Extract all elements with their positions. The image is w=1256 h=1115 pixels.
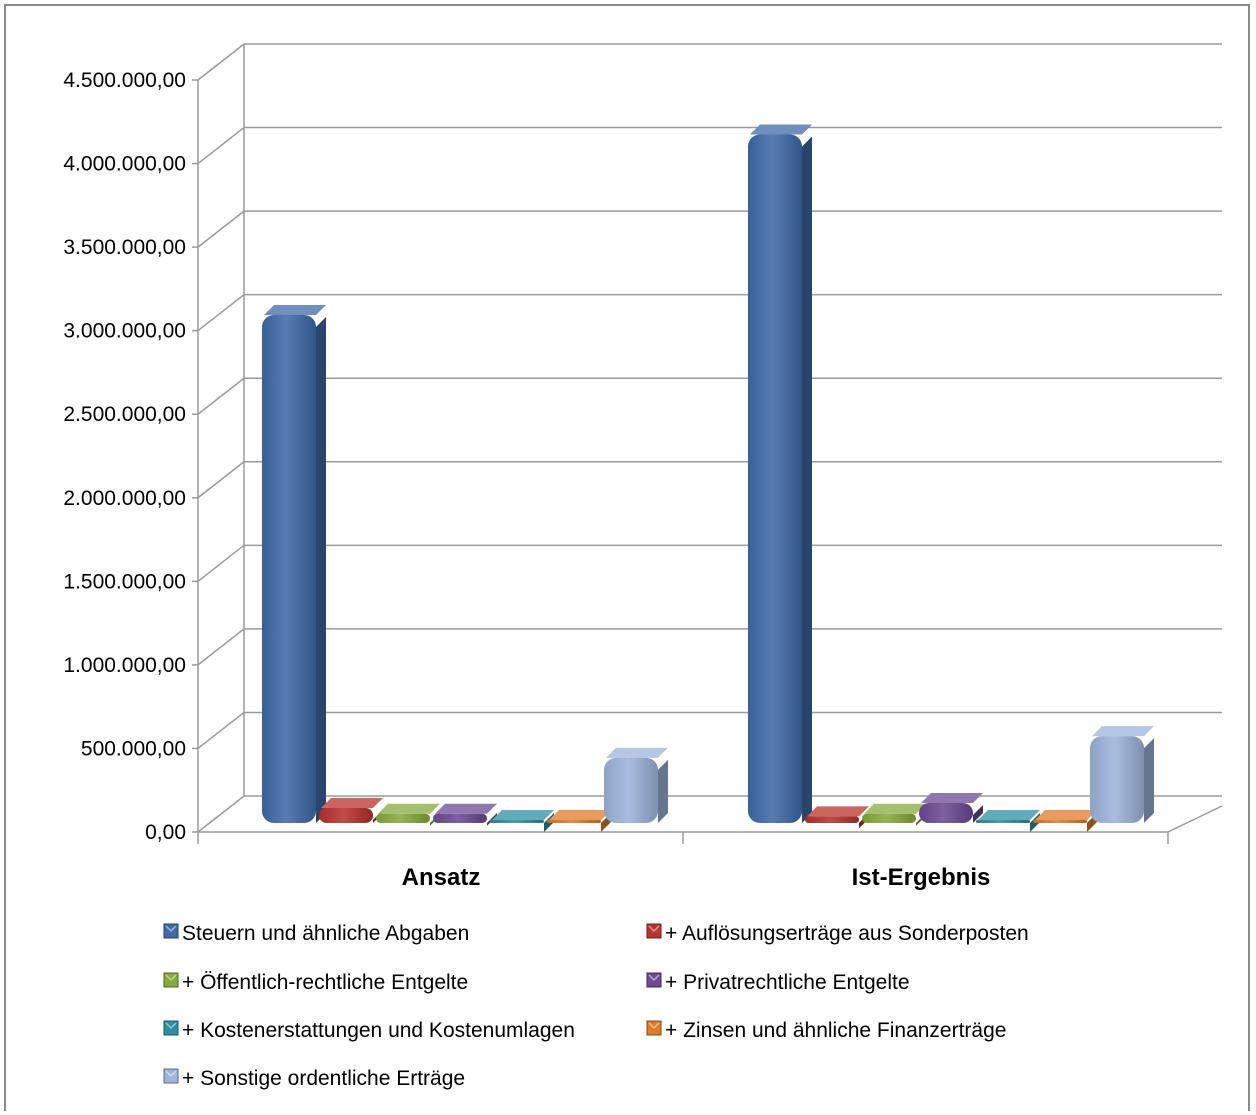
bar-front: [1033, 820, 1087, 823]
y-tick-label: 2.500.000,00: [63, 403, 186, 426]
legend-swatch-shine: [165, 974, 177, 982]
y-tick-label: 4.500.000,00: [63, 69, 186, 92]
y-tick-label: 3.000.000,00: [63, 320, 186, 343]
gridline-diag: [197, 461, 245, 499]
bar-side: [1144, 738, 1154, 823]
bar-ist-ergebnis-ffentlich-rechtliche-entgelte: [862, 803, 926, 826]
bar-front: [976, 820, 1030, 823]
bar-top: [378, 803, 440, 814]
gridline-diag: [197, 795, 245, 833]
legend-item-ffentlich-rechtliche-entgelte: + Öffentlich-rechtliche Entgelte: [163, 971, 468, 994]
bar-front: [1090, 736, 1144, 823]
bar-ansatz-privatrechtliche-entgelte: [433, 803, 497, 826]
legend-label: + Auflösungserträge aus Sonderposten: [665, 922, 1029, 945]
bar-side: [973, 804, 983, 823]
gridline-diag: [197, 711, 245, 750]
bar-ansatz-kostenerstattungen-und-kostenumlagen: [490, 810, 554, 832]
legend-swatch-shine: [648, 974, 660, 982]
bar-front: [319, 807, 373, 823]
y-tick-label: 2.000.000,00: [63, 487, 186, 510]
bar-ist-ergebnis-aufl-sungsertr-ge-aus-sonderposten: [805, 806, 869, 829]
y-tick-label: 1.500.000,00: [63, 570, 186, 593]
bar-ist-ergebnis-privatrechtliche-entgelte: [919, 792, 983, 823]
gridlines: [192, 43, 1223, 844]
legend-item-aufl-sungsertr-ge-aus-sonderposten: + Auflösungserträge aus Sonderposten: [646, 922, 1029, 945]
bar-ist-ergebnis-kostenerstattungen-und-kostenumlagen: [976, 810, 1040, 832]
y-tick-label: 4.000.000,00: [63, 153, 186, 176]
gridline-diag: [197, 126, 245, 165]
bar-front: [805, 816, 859, 823]
bar-ansatz-ffentlich-rechtliche-entgelte: [376, 803, 440, 826]
bar-front: [919, 802, 973, 823]
gridline-diag: [197, 377, 245, 415]
y-tick-label: 1.000.000,00: [63, 654, 186, 677]
bar-front: [748, 134, 802, 824]
bar-side: [802, 136, 812, 824]
bar-side: [316, 316, 326, 823]
y-tick-label: 0,00: [145, 821, 186, 844]
bar-top: [321, 797, 383, 808]
bar-ist-ergebnis-steuern-und-hnliche-abgaben: [748, 124, 812, 824]
y-tick-label: 3.500.000,00: [63, 236, 186, 259]
gridline-diag: [197, 294, 245, 332]
legend-label: Steuern und ähnliche Abgaben: [182, 922, 469, 945]
bar-side: [658, 759, 668, 823]
bar-top: [807, 806, 869, 817]
bar-ansatz-zinsen-und-hnliche-finanzertr-ge: [547, 810, 611, 832]
bar-front: [262, 314, 316, 823]
bar-ansatz-steuern-und-hnliche-abgaben: [262, 304, 326, 823]
bar-front: [376, 813, 430, 823]
bar-front: [490, 820, 544, 823]
legend-label: + Kostenerstattungen und Kostenumlagen: [182, 1019, 575, 1042]
bar-top: [264, 304, 326, 315]
bar-top: [606, 747, 668, 758]
gridline-diag: [197, 210, 245, 248]
gridline-diag: [197, 628, 245, 666]
legend-swatch-shine: [648, 925, 660, 933]
bar-ist-ergebnis-sonstige-ordentliche-ertr-ge: [1090, 726, 1154, 823]
x-axis-categories: Ansatz Ist-Ergebnis: [402, 864, 991, 891]
legend-label: + Sonstige ordentliche Erträge: [182, 1067, 465, 1090]
bar-top: [549, 810, 611, 820]
y-tick-label: 500.000,00: [81, 737, 186, 760]
bar-front: [547, 820, 601, 823]
bar-top: [492, 810, 554, 820]
category-label-ist-ergebnis: Ist-Ergebnis: [852, 864, 991, 891]
bar-top: [978, 810, 1040, 820]
legend-label: + Zinsen und ähnliche Finanzerträge: [665, 1019, 1006, 1042]
legend-item-kostenerstattungen-und-kostenumlagen: + Kostenerstattungen und Kostenumlagen: [163, 1019, 575, 1042]
legend-item-privatrechtliche-entgelte: + Privatrechtliche Entgelte: [646, 971, 910, 994]
category-label-ansatz: Ansatz: [402, 864, 481, 891]
bar-ist-ergebnis-zinsen-und-hnliche-finanzertr-ge: [1033, 810, 1097, 832]
legend-label: + Privatrechtliche Entgelte: [665, 971, 910, 994]
legend-swatch-shine: [165, 1022, 177, 1030]
gridline-diag: [197, 544, 245, 582]
bar-top: [1092, 726, 1154, 737]
legend-swatch-shine: [165, 1070, 177, 1078]
legend-label: + Öffentlich-rechtliche Entgelte: [182, 971, 468, 994]
legend: Steuern und ähnliche Abgaben + Auflösungs…: [163, 922, 1029, 1090]
bar-top: [1035, 810, 1097, 820]
bars: [262, 124, 1154, 832]
bar-ansatz-aufl-sungsertr-ge-aus-sonderposten: [319, 797, 383, 823]
bar-top: [864, 803, 926, 814]
gridline-diag: [197, 43, 245, 81]
bar-front: [433, 813, 487, 823]
legend-swatch-shine: [648, 1022, 660, 1030]
bar-top: [435, 803, 497, 814]
bar-front: [604, 757, 658, 823]
legend-swatch-shine: [165, 925, 177, 933]
legend-item-sonstige-ordentliche-ertr-ge: + Sonstige ordentliche Erträge: [163, 1067, 465, 1090]
legend-item-steuern-und-hnliche-abgaben: Steuern und ähnliche Abgaben: [163, 922, 469, 945]
bar-top: [750, 124, 812, 135]
legend-item-zinsen-und-hnliche-finanzertr-ge: + Zinsen und ähnliche Finanzerträge: [646, 1019, 1006, 1042]
bar-top: [921, 792, 983, 803]
floor-edge: [1167, 805, 1223, 833]
bar-front: [862, 813, 916, 823]
bar-side: [487, 813, 497, 826]
bar-ansatz-sonstige-ordentliche-ertr-ge: [604, 747, 668, 823]
chart-frame: [4, 4, 1250, 1111]
y-axis-ticks: 0,00 500.000,00 1.000.000,00 1.500.000,00 2.…: [63, 69, 186, 844]
